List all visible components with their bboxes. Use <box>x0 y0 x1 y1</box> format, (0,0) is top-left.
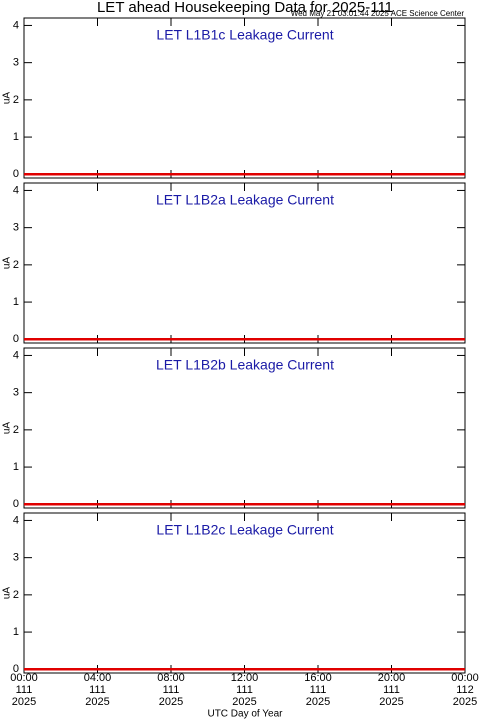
x-tick-label: 16:00 111 2025 <box>304 672 332 708</box>
y-tick-label: 1 <box>13 296 19 308</box>
y-tick-label: 4 <box>13 514 19 526</box>
y-tick-label: 2 <box>13 589 19 601</box>
x-tick-label: 00:00 111 2025 <box>10 672 38 708</box>
x-tick-label: 04:00 111 2025 <box>83 672 112 708</box>
y-tick-label: 2 <box>13 259 19 271</box>
y-tick-label: 3 <box>13 387 19 399</box>
y-tick-label: 1 <box>13 131 19 143</box>
subtitle: Wed May 21 03:01:44 2025 ACE Science Cen… <box>291 9 465 18</box>
page-title: LET ahead Housekeeping Data for 2025-111 <box>97 0 393 16</box>
y-axis-label: uA <box>2 257 13 270</box>
x-tick-label: 20:00 111 2025 <box>377 672 406 708</box>
y-tick-label: 2 <box>13 424 19 436</box>
y-axis-label: uA <box>2 422 13 435</box>
x-tick-label: 08:00 111 2025 <box>157 672 185 708</box>
plot-frame <box>23 347 466 509</box>
y-tick-label: 1 <box>13 626 19 638</box>
x-tick-label: 12:00 111 2025 <box>230 672 259 708</box>
y-tick-label: 3 <box>13 222 19 234</box>
x-tick-label: 00:00 112 2025 <box>451 672 479 708</box>
plot-frame <box>23 512 466 674</box>
x-axis-label: UTC Day of Year <box>207 709 283 720</box>
y-tick-label: 4 <box>13 349 19 361</box>
plot-frame <box>23 17 466 179</box>
y-tick-label: 0 <box>13 498 19 510</box>
plot-frame <box>23 182 466 344</box>
y-tick-label: 0 <box>13 663 19 675</box>
y-tick-label: 0 <box>13 333 19 345</box>
panel-title: LET L1B2c Leakage Current <box>156 522 333 538</box>
y-axis-label: uA <box>2 587 13 600</box>
y-tick-label: 3 <box>13 552 19 564</box>
panel-title: LET L1B2a Leakage Current <box>156 192 334 208</box>
panel-title: LET L1B2b Leakage Current <box>156 357 334 373</box>
panel-title: LET L1B1c Leakage Current <box>156 27 333 43</box>
y-tick-label: 1 <box>13 461 19 473</box>
y-tick-label: 3 <box>13 57 19 69</box>
y-axis-label: uA <box>2 92 13 105</box>
y-tick-label: 0 <box>13 168 19 180</box>
y-tick-label: 4 <box>13 19 19 31</box>
y-tick-label: 4 <box>13 184 19 196</box>
y-tick-label: 2 <box>13 94 19 106</box>
